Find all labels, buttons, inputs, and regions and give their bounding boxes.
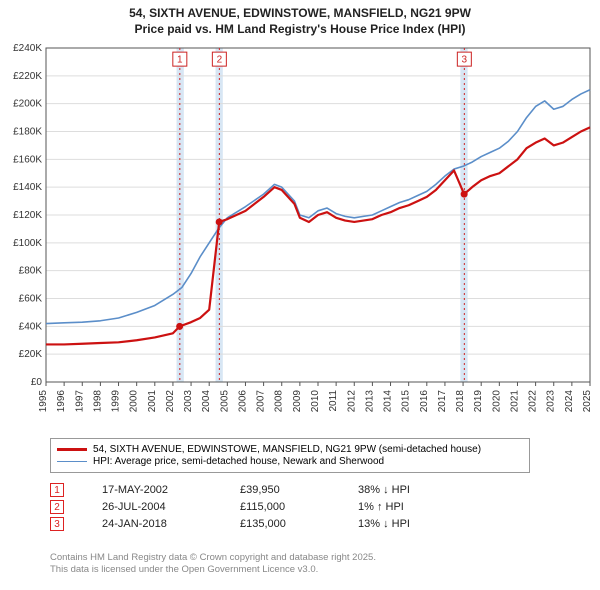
svg-text:2004: 2004	[201, 390, 212, 413]
svg-text:2001: 2001	[147, 390, 158, 413]
svg-text:2012: 2012	[346, 390, 357, 413]
marker-row-1: 1 17-MAY-2002 £39,950 38% ↓ HPI	[50, 483, 448, 497]
marker-date-1: 17-MAY-2002	[102, 484, 202, 496]
svg-text:£40K: £40K	[19, 321, 43, 332]
svg-text:2025: 2025	[582, 390, 593, 413]
svg-text:2011: 2011	[328, 390, 339, 412]
svg-text:2000: 2000	[129, 390, 140, 413]
legend-label-price-paid: 54, SIXTH AVENUE, EDWINSTOWE, MANSFIELD,…	[93, 444, 481, 455]
svg-text:£220K: £220K	[13, 71, 42, 82]
legend-swatch-price-paid	[57, 448, 87, 450]
footer-line-1: Contains HM Land Registry data © Crown c…	[50, 552, 550, 564]
svg-text:£160K: £160K	[13, 154, 42, 165]
title-line-1: 54, SIXTH AVENUE, EDWINSTOWE, MANSFIELD,…	[0, 6, 600, 22]
svg-text:£100K: £100K	[13, 238, 42, 249]
svg-text:£60K: £60K	[19, 294, 43, 305]
marker-price-1: £39,950	[240, 484, 320, 496]
svg-text:2018: 2018	[455, 390, 466, 413]
svg-text:£120K: £120K	[13, 210, 42, 221]
legend-swatch-hpi	[57, 461, 87, 463]
marker-date-3: 24-JAN-2018	[102, 518, 202, 530]
svg-text:£0: £0	[31, 377, 43, 388]
title-line-2: Price paid vs. HM Land Registry's House …	[0, 22, 600, 38]
svg-text:2016: 2016	[419, 390, 430, 413]
svg-text:2010: 2010	[310, 390, 321, 413]
line-chart: £0 £20K £40K £60K £80K £100K £120K £140K £160K £1…	[0, 40, 600, 430]
svg-text:£200K: £200K	[13, 99, 42, 110]
marker-badge-2: 2	[50, 500, 64, 514]
chart-container: 54, SIXTH AVENUE, EDWINSTOWE, MANSFIELD,…	[0, 0, 600, 590]
marker-price-3: £135,000	[240, 518, 320, 530]
svg-text:£240K: £240K	[13, 43, 42, 54]
marker-row-3: 3 24-JAN-2018 £135,000 13% ↓ HPI	[50, 517, 448, 531]
svg-text:1998: 1998	[92, 390, 103, 413]
svg-text:2022: 2022	[528, 390, 539, 413]
svg-text:1996: 1996	[56, 390, 67, 413]
svg-text:2019: 2019	[473, 390, 484, 413]
footer-line-2: This data is licensed under the Open Gov…	[50, 564, 550, 576]
svg-text:2023: 2023	[546, 390, 557, 413]
svg-text:2002: 2002	[165, 390, 176, 413]
svg-text:1999: 1999	[111, 390, 122, 413]
markers-table: 1 17-MAY-2002 £39,950 38% ↓ HPI 2 26-JUL…	[50, 480, 448, 534]
footer-attribution: Contains HM Land Registry data © Crown c…	[50, 552, 550, 577]
svg-text:2007: 2007	[256, 390, 267, 413]
svg-text:£80K: £80K	[19, 266, 43, 277]
svg-text:2006: 2006	[237, 390, 248, 413]
svg-text:2013: 2013	[364, 390, 375, 413]
legend-label-hpi: HPI: Average price, semi-detached house,…	[93, 456, 384, 467]
svg-text:2014: 2014	[383, 390, 394, 413]
svg-text:2020: 2020	[491, 390, 502, 413]
svg-text:2005: 2005	[219, 390, 230, 413]
chart-title-block: 54, SIXTH AVENUE, EDWINSTOWE, MANSFIELD,…	[0, 0, 600, 37]
svg-text:2003: 2003	[183, 390, 194, 413]
marker-delta-3: 13% ↓ HPI	[358, 518, 448, 530]
svg-text:1: 1	[177, 55, 183, 66]
legend-item-hpi: HPI: Average price, semi-detached house,…	[57, 456, 523, 467]
svg-text:£140K: £140K	[13, 182, 42, 193]
svg-text:2009: 2009	[292, 390, 303, 413]
marker-badge-1: 1	[50, 483, 64, 497]
svg-text:2021: 2021	[509, 390, 520, 413]
marker-badge-3: 3	[50, 517, 64, 531]
legend: 54, SIXTH AVENUE, EDWINSTOWE, MANSFIELD,…	[50, 438, 530, 473]
legend-item-price-paid: 54, SIXTH AVENUE, EDWINSTOWE, MANSFIELD,…	[57, 444, 523, 455]
svg-text:3: 3	[462, 55, 468, 66]
svg-text:1995: 1995	[38, 390, 49, 413]
marker-delta-1: 38% ↓ HPI	[358, 484, 448, 496]
marker-delta-2: 1% ↑ HPI	[358, 501, 448, 513]
svg-text:2015: 2015	[401, 390, 412, 413]
svg-text:£20K: £20K	[19, 349, 43, 360]
svg-text:2: 2	[217, 55, 223, 66]
svg-text:2017: 2017	[437, 390, 448, 413]
marker-row-2: 2 26-JUL-2004 £115,000 1% ↑ HPI	[50, 500, 448, 514]
marker-price-2: £115,000	[240, 501, 320, 513]
marker-date-2: 26-JUL-2004	[102, 501, 202, 513]
svg-text:1997: 1997	[74, 390, 85, 413]
svg-text:£180K: £180K	[13, 127, 42, 138]
svg-text:2024: 2024	[564, 390, 575, 413]
svg-text:2008: 2008	[274, 390, 285, 413]
